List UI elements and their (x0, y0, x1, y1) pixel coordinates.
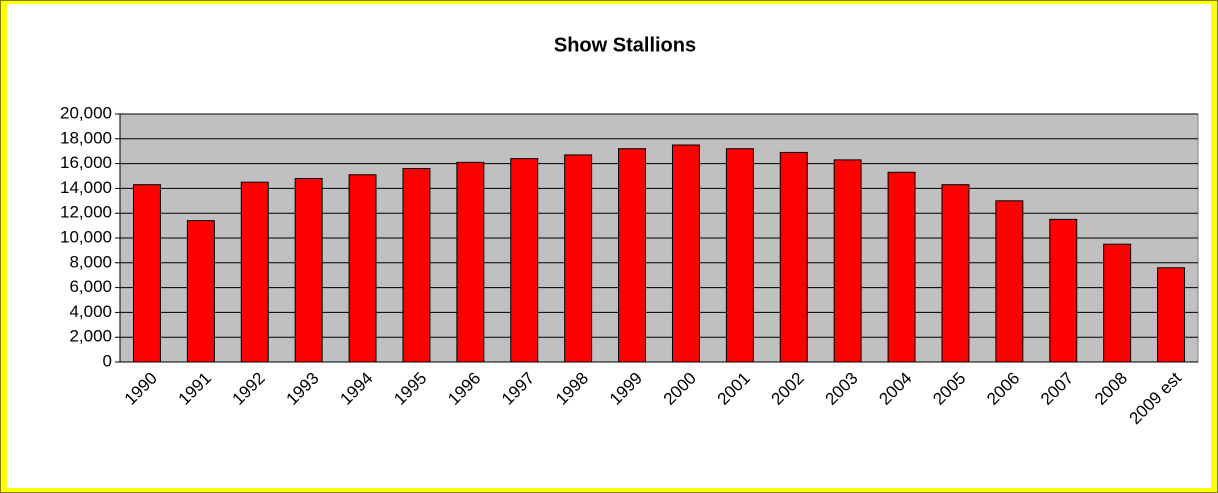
bar (995, 200, 1024, 363)
bar (348, 174, 377, 363)
bar (402, 168, 431, 363)
bar (186, 220, 215, 363)
y-tick-label: 18,000 (60, 128, 112, 147)
y-tick-label: 20,000 (60, 103, 112, 122)
y-tick-label: 2,000 (69, 327, 112, 346)
y-tick-label: 8,000 (69, 252, 112, 271)
bar (1103, 243, 1132, 363)
y-tick-label: 6,000 (69, 277, 112, 296)
bar (510, 158, 539, 363)
y-tick-label: 4,000 (69, 302, 112, 321)
bar (941, 184, 970, 363)
bar (240, 181, 269, 363)
bar (564, 154, 593, 363)
y-tick-label: 14,000 (60, 178, 112, 197)
bar (779, 151, 808, 363)
bar (833, 159, 862, 363)
bar (618, 148, 647, 363)
bar (725, 148, 754, 363)
bar (1049, 218, 1078, 363)
bar (132, 184, 161, 363)
bar (671, 144, 700, 363)
bar (1157, 267, 1186, 363)
y-tick-label: 10,000 (60, 227, 112, 246)
chart-title: Show Stallions (554, 34, 696, 56)
bar (294, 177, 323, 363)
bar (887, 171, 916, 363)
y-tick-label: 12,000 (60, 203, 112, 222)
bar (456, 161, 485, 363)
y-tick-label: 0 (103, 351, 112, 370)
y-tick-label: 16,000 (60, 153, 112, 172)
